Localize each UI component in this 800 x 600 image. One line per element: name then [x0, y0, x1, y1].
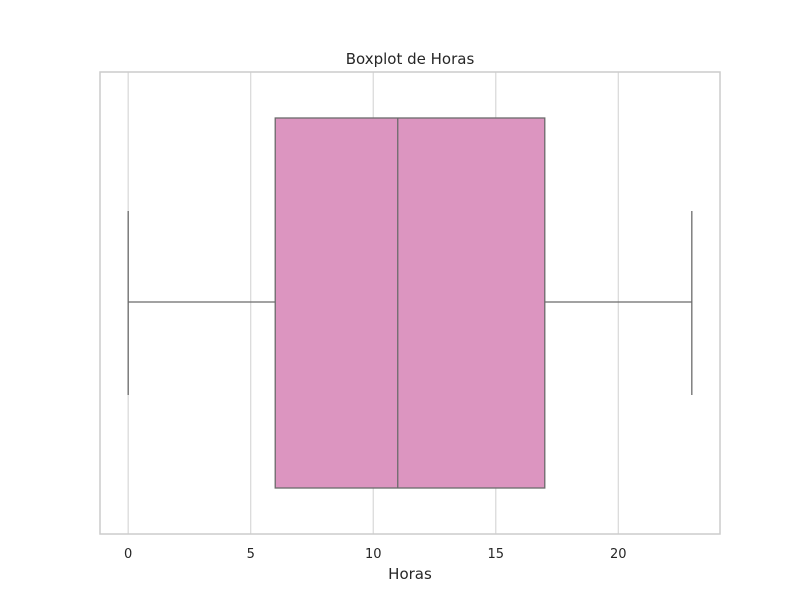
x-tick-label: 10: [365, 547, 382, 562]
chart-title: Boxplot de Horas: [346, 50, 475, 68]
x-axis-label: Horas: [388, 565, 432, 583]
plot-frame: [99, 71, 721, 535]
iqr-box: [274, 117, 546, 489]
x-tick-label: 0: [124, 547, 132, 562]
x-tick-label: 5: [247, 547, 255, 562]
plot-area: [99, 71, 721, 535]
x-axis: 0 5 10 15 20: [124, 547, 627, 562]
boxplot-group: [127, 117, 693, 489]
x-tick-label: 20: [610, 547, 627, 562]
x-tick-label: 15: [487, 547, 504, 562]
